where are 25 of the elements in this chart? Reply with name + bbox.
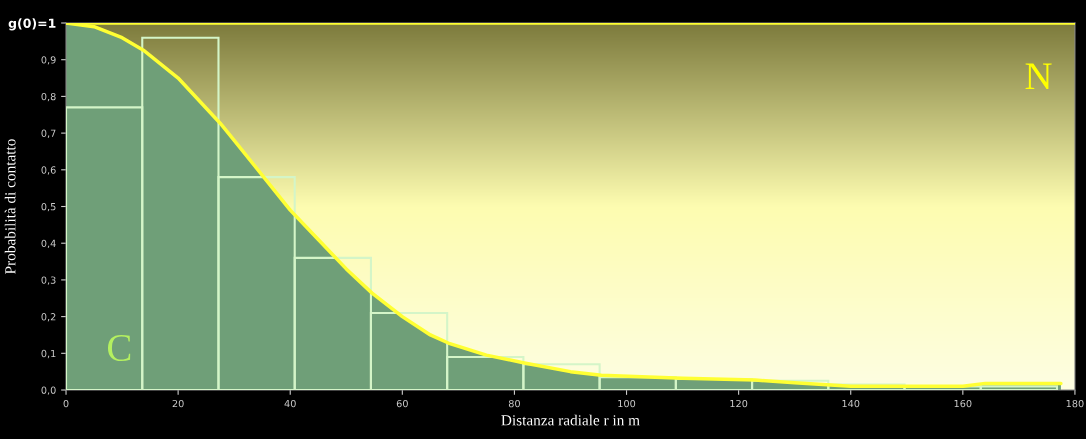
- x-axis-title: Distanza radiale r in m: [501, 414, 640, 426]
- y-tick-label: 0,8: [41, 92, 56, 102]
- y-tick-label: 0,1: [41, 349, 56, 359]
- y-tick-label: g(0)=1: [8, 18, 56, 31]
- x-tick-label: 60: [396, 399, 408, 408]
- y-axis-title: Probabilità di contatto: [4, 139, 16, 274]
- x-tick-label: 120: [730, 399, 748, 408]
- x-tick-label: 80: [508, 399, 520, 408]
- annotation: N: [1025, 63, 1052, 90]
- x-tick-label: 40: [284, 399, 296, 408]
- y-tick-label: 0,3: [41, 276, 56, 285]
- y-tick-label: 0,6: [41, 166, 56, 175]
- x-tick-label: 20: [172, 399, 184, 408]
- y-tick-label: 0,0: [41, 386, 56, 395]
- y-tick-label: 0,9: [41, 56, 56, 65]
- x-tick-label: 100: [618, 399, 636, 408]
- x-tick-label: 140: [842, 399, 860, 408]
- x-tick-label: 0: [63, 399, 69, 408]
- y-tick-label: 0,4: [41, 239, 56, 249]
- y-tick-label: 0,7: [41, 129, 56, 138]
- x-tick-label: 160: [954, 399, 972, 408]
- annotation: C: [107, 334, 131, 362]
- x-tick-label: 180: [1066, 399, 1084, 408]
- y-tick-label: 0,5: [41, 202, 56, 212]
- y-tick-label: 0,2: [41, 313, 56, 322]
